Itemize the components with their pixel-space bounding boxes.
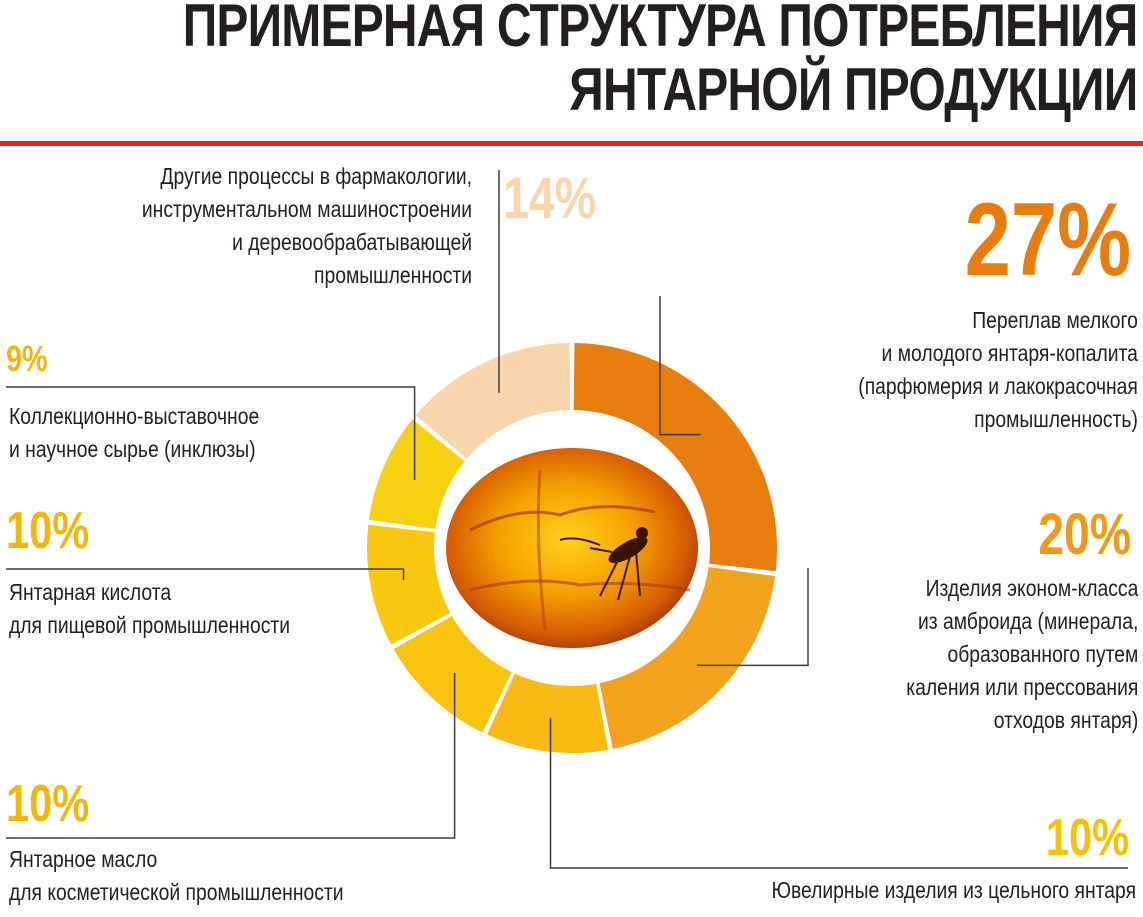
slice-description-label: Коллекционно-выставочное и научное сырье… — [9, 403, 260, 462]
leader-line — [549, 718, 1128, 869]
donut-slice — [368, 419, 465, 530]
leader-line — [6, 673, 456, 839]
donut-slice — [367, 524, 451, 645]
slice-percent-label: 9% — [6, 338, 48, 379]
slice-description-label: Другие процессы в фармакологии, инструме… — [141, 163, 472, 288]
slice-percent-label: 27% — [964, 182, 1131, 298]
slice-percent-label: 14% — [503, 166, 596, 231]
slice-percent-label: 20% — [1038, 502, 1131, 567]
donut-slice — [393, 615, 512, 733]
slice-description-label: Янтарное масло для косметической промышл… — [9, 846, 344, 905]
leader-line — [6, 568, 405, 581]
donut-slice — [599, 566, 776, 749]
slice-percent-label: 10% — [1045, 809, 1129, 867]
amber-stone-image — [446, 448, 698, 648]
amber-crack — [469, 579, 691, 592]
donut-slice — [573, 343, 777, 572]
donut-slice — [415, 343, 571, 459]
amber-stone-body — [446, 448, 698, 648]
amber-crack — [536, 469, 547, 631]
amber-crack — [469, 505, 656, 532]
leader-line — [659, 296, 701, 436]
slice-percent-label: 10% — [6, 502, 90, 560]
donut-slice — [486, 673, 608, 753]
chart-title: ПРИМЕРНАЯ СТРУКТУРА ПОТРЕБЛЕНИЯ ЯНТАРНОЙ… — [182, 0, 1138, 123]
chart-title-line-1: ПРИМЕРНАЯ СТРУКТУРА ПОТРЕБЛЕНИЯ — [182, 0, 1138, 59]
slice-description-label: Изделия эконом-класса из амброида (минер… — [905, 575, 1138, 733]
insect-inclusion-icon — [559, 527, 648, 601]
slice-description-label: Ювелирные изделия из цельного янтаря — [771, 877, 1136, 903]
title-divider — [0, 141, 1143, 146]
slice-description-label: Янтарная кислота для пищевой промышленно… — [9, 579, 291, 638]
leader-line — [697, 568, 809, 667]
slice-percent-label: 10% — [6, 775, 90, 833]
chart-title-line-2: ЯНТАРНОЙ ПРОДУКЦИИ — [568, 56, 1138, 123]
leader-line — [6, 386, 416, 480]
slice-description-label: Переплав мелкого и молодого янтаря-копал… — [858, 307, 1138, 432]
